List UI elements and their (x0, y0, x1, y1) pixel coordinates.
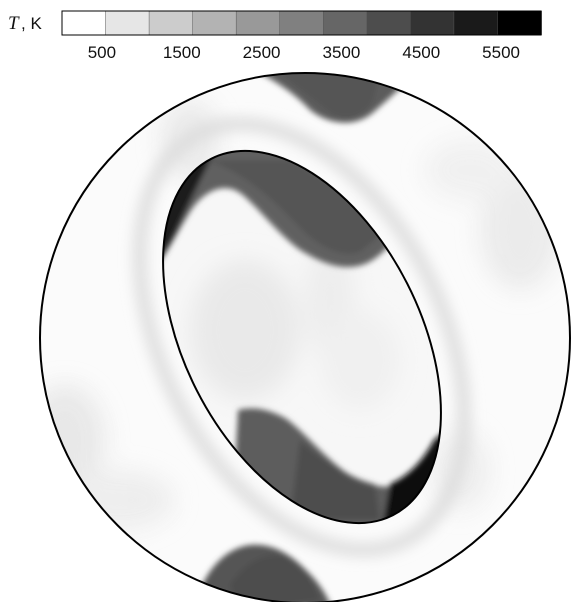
colorbar-segment (410, 10, 455, 36)
colorbar-tick-labels: 500 1500 2500 3500 4500 5500 (88, 43, 520, 62)
colorbar-tick-label: 2500 (243, 43, 281, 62)
colorbar-segment (192, 10, 238, 36)
outer-disk-field (40, 73, 570, 602)
colorbar-segment (105, 10, 150, 36)
colorbar-segment (497, 10, 542, 36)
colorbar-segment (323, 10, 368, 36)
colorbar-symbol: T (8, 13, 20, 34)
colorbar-frame (61, 10, 542, 36)
colorbar-segment (235, 10, 281, 36)
colorbar-segment (279, 10, 325, 36)
colorbar-segment (453, 10, 499, 36)
outer-boundary-circle (39, 72, 571, 602)
colorbar-tick-label: 3500 (322, 43, 360, 62)
colorbar-segment (61, 10, 107, 36)
colorbar-tick-label: 1500 (163, 43, 201, 62)
inner-boundary-ellipse (162, 149, 442, 525)
colorbar-tick-label: 4500 (402, 43, 440, 62)
colorbar-segment (148, 10, 194, 36)
colorbar-tick-label: 500 (88, 43, 116, 62)
colorbar-segment (366, 10, 412, 36)
colorbar-unit: , K (21, 14, 42, 33)
colorbar-tick-label: 5500 (482, 43, 520, 62)
colorbar-segments (61, 10, 542, 36)
colorbar: T , K 500 1500 2500 3500 4500 5500 (8, 10, 542, 62)
